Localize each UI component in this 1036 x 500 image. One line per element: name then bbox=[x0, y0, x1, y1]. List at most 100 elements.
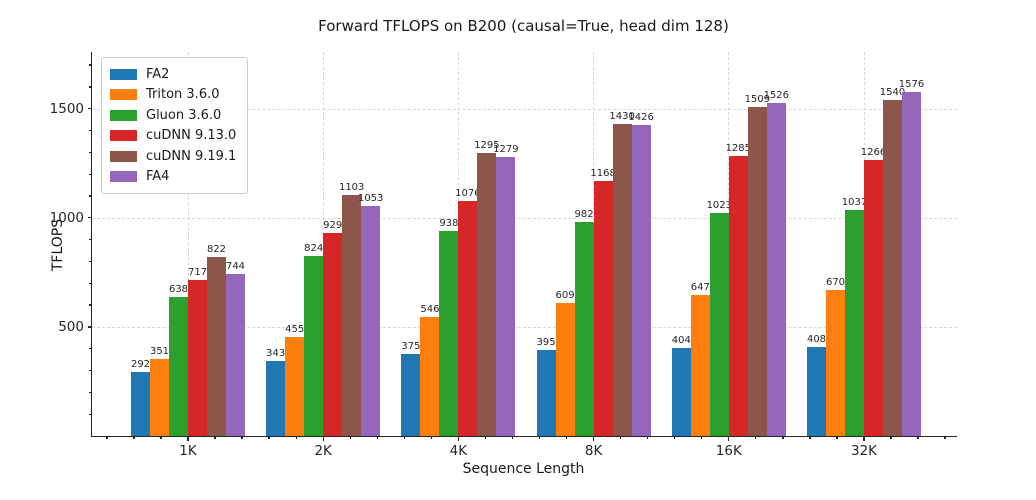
bar-triton-3-6-0 bbox=[420, 316, 440, 436]
bar-value-label: 822 bbox=[206, 243, 227, 255]
y-tick-label: 1000 bbox=[49, 209, 84, 226]
bar-cudnn-9-19-1 bbox=[612, 124, 632, 436]
x-major-tick bbox=[863, 436, 865, 441]
bar-triton-3-6-0 bbox=[826, 289, 845, 436]
x-minor-tick bbox=[890, 436, 892, 439]
bar-value-label: 395 bbox=[536, 336, 556, 348]
legend-label: Triton 3.6.0 bbox=[146, 87, 220, 103]
x-minor-tick bbox=[268, 436, 270, 439]
legend-item: Triton 3.6.0 bbox=[110, 85, 236, 106]
bar-cudnn-9-13-0 bbox=[188, 279, 207, 436]
bar-value-label: 1509 bbox=[744, 93, 771, 105]
gridline-horizontal bbox=[92, 217, 957, 219]
x-minor-tick bbox=[619, 436, 622, 439]
bar-fa2 bbox=[671, 347, 691, 436]
bar-value-label: 1103 bbox=[338, 182, 365, 194]
bar-fa4 bbox=[766, 103, 786, 436]
y-tick-label: 1500 bbox=[49, 100, 84, 117]
bar-value-label: 670 bbox=[825, 276, 846, 288]
bar-value-label: 647 bbox=[690, 281, 710, 293]
bar-value-label: 1076 bbox=[455, 188, 481, 200]
x-tick-label: 16K bbox=[715, 443, 742, 459]
y-major-tick bbox=[87, 217, 92, 219]
bar-gluon-3-6-0 bbox=[439, 231, 459, 436]
x-minor-tick bbox=[755, 436, 757, 439]
bar-value-label: 292 bbox=[130, 359, 151, 371]
x-minor-tick bbox=[295, 436, 297, 439]
x-minor-tick bbox=[349, 436, 351, 439]
y-minor-tick bbox=[89, 282, 92, 284]
bar-value-label: 717 bbox=[187, 266, 208, 278]
bar-cudnn-9-19-1 bbox=[477, 153, 497, 436]
x-minor-tick bbox=[484, 436, 487, 439]
y-tick-label: 500 bbox=[58, 318, 84, 335]
x-minor-tick bbox=[430, 436, 432, 439]
bar-value-label: 351 bbox=[149, 346, 170, 358]
bar-triton-3-6-0 bbox=[690, 294, 710, 436]
y-minor-tick bbox=[89, 173, 92, 175]
plot-area: FA2 Triton 3.6.0 Gluon 3.6.0 cuDNN 9.13.0 cu… bbox=[50, 52, 957, 459]
x-major-tick bbox=[457, 436, 460, 441]
legend-item: cuDNN 9.19.1 bbox=[110, 146, 236, 167]
bar-fa4 bbox=[361, 206, 381, 436]
gridline-horizontal bbox=[92, 326, 957, 328]
bar-triton-3-6-0 bbox=[285, 336, 305, 436]
bar-cudnn-9-13-0 bbox=[728, 155, 748, 436]
bar-value-label: 404 bbox=[671, 334, 691, 346]
legend-item: FA2 bbox=[110, 64, 236, 85]
bar-value-label: 375 bbox=[401, 341, 421, 353]
x-major-tick bbox=[728, 436, 730, 441]
x-axis-label: Sequence Length bbox=[462, 461, 585, 477]
bar-value-label: 938 bbox=[439, 218, 459, 230]
bar-gluon-3-6-0 bbox=[304, 256, 324, 436]
bar-value-label: 1430 bbox=[609, 111, 635, 122]
legend-swatch bbox=[110, 171, 137, 183]
chart-title: Forward TFLOPS on B200 (causal=True, hea… bbox=[318, 17, 729, 35]
y-major-tick bbox=[87, 326, 92, 328]
bar-value-label: 343 bbox=[266, 348, 286, 360]
bar-fa2 bbox=[401, 354, 421, 436]
bar-value-label: 1037 bbox=[841, 196, 868, 208]
legend-swatch bbox=[110, 150, 137, 162]
y-minor-tick bbox=[89, 238, 92, 241]
bar-value-label: 1526 bbox=[763, 90, 790, 102]
bar-triton-3-6-0 bbox=[150, 359, 169, 436]
bar-fa4 bbox=[226, 273, 245, 436]
legend-label: Gluon 3.6.0 bbox=[146, 107, 222, 123]
bar-cudnn-9-13-0 bbox=[323, 233, 343, 436]
bar-value-label: 1540 bbox=[879, 87, 906, 98]
x-tick-label: 8K bbox=[584, 443, 603, 459]
bar-gluon-3-6-0 bbox=[574, 221, 594, 436]
legend-swatch bbox=[110, 109, 137, 121]
bar-cudnn-9-19-1 bbox=[342, 195, 362, 436]
bar-value-label: 1023 bbox=[706, 199, 733, 211]
x-minor-tick bbox=[836, 436, 838, 439]
x-minor-tick bbox=[701, 436, 703, 439]
x-minor-tick bbox=[538, 436, 541, 439]
legend-swatch bbox=[110, 89, 137, 101]
bar-value-label: 744 bbox=[225, 260, 246, 272]
bar-fa2 bbox=[131, 372, 150, 436]
bar-cudnn-9-19-1 bbox=[747, 106, 767, 436]
y-minor-tick bbox=[89, 86, 92, 88]
gridline-vertical bbox=[187, 52, 189, 436]
bar-value-label: 1279 bbox=[493, 143, 519, 155]
legend-item: cuDNN 9.13.0 bbox=[110, 126, 236, 147]
legend-swatch bbox=[110, 130, 137, 142]
bar-fa4 bbox=[902, 92, 921, 436]
legend-swatch bbox=[110, 68, 137, 80]
y-axis-label: TFLOPS bbox=[50, 218, 66, 272]
x-minor-tick bbox=[241, 436, 243, 439]
legend-label: cuDNN 9.13.0 bbox=[146, 128, 237, 144]
y-minor-tick bbox=[89, 129, 92, 132]
x-major-tick bbox=[187, 436, 189, 441]
bar-value-label: 546 bbox=[420, 303, 440, 315]
bar-value-label: 1295 bbox=[474, 140, 500, 152]
bar-cudnn-9-19-1 bbox=[883, 100, 902, 436]
y-minor-tick bbox=[89, 369, 92, 372]
x-minor-tick bbox=[647, 436, 649, 439]
x-minor-tick bbox=[917, 436, 919, 439]
bar-value-label: 929 bbox=[323, 220, 343, 232]
bar-cudnn-9-13-0 bbox=[458, 201, 478, 436]
